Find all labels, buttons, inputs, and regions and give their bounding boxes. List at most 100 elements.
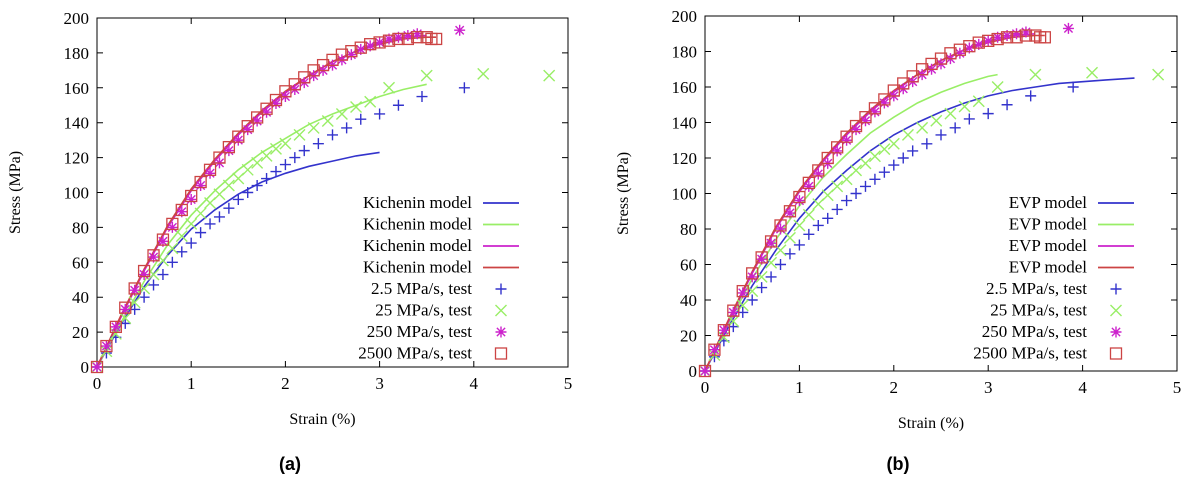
data-point-marker (374, 36, 386, 48)
data-point-marker (138, 269, 150, 281)
legend-label: Kichenin model (363, 215, 472, 234)
data-point-marker (746, 267, 759, 280)
data-point-marker (392, 32, 405, 46)
series-line (96, 151, 380, 368)
data-point-marker (429, 32, 443, 46)
data-point-marker (973, 38, 985, 50)
data-point-marker (812, 168, 824, 180)
legend-label: 2.5 MPa/s, test (986, 279, 1087, 298)
data-point-marker (392, 99, 404, 111)
legend-label: Kichenin model (363, 258, 472, 277)
data-point-marker (185, 193, 197, 205)
x-tick-label: 0 (93, 374, 102, 393)
data-point-marker (775, 223, 787, 235)
data-point-marker (355, 113, 367, 125)
legend-label: Kichenin model (363, 236, 472, 255)
data-point-marker (841, 195, 853, 207)
y-tick-label: 120 (672, 149, 698, 168)
data-point-marker (166, 217, 179, 231)
data-point-marker (411, 31, 424, 44)
data-point-marker (195, 227, 207, 239)
data-point-marker (850, 164, 863, 177)
x-tick-label: 0 (701, 378, 710, 397)
data-point-marker (812, 164, 825, 177)
data-point-marker (350, 101, 363, 113)
y-axis-label: Stress (MPa) (615, 152, 632, 235)
data-point-marker (878, 143, 891, 156)
data-point-marker (831, 180, 844, 193)
data-point-marker (821, 151, 834, 165)
data-point-marker (916, 121, 929, 134)
x-tick-label: 1 (795, 378, 804, 397)
data-point-marker (185, 237, 197, 249)
data-point-marker (803, 180, 815, 192)
legend-marker (495, 283, 507, 295)
data-point-marker (736, 284, 749, 298)
data-point-marker (279, 85, 292, 98)
data-point-marker (869, 173, 881, 185)
y-tick-label: 200 (64, 9, 90, 28)
data-point-marker (458, 82, 470, 94)
x-tick-label: 3 (375, 374, 384, 393)
data-point-marker (335, 107, 348, 120)
data-point-marker (100, 340, 112, 352)
legend-label: EVP model (1009, 193, 1088, 212)
data-point-marker (270, 166, 282, 178)
data-point-marker (793, 239, 805, 251)
data-point-marker (166, 256, 178, 268)
data-point-marker (1001, 30, 1013, 42)
data-point-marker (992, 31, 1004, 43)
legend-label: Kichenin model (363, 193, 472, 212)
data-point-marker (176, 246, 188, 258)
data-point-marker (298, 145, 310, 157)
data-point-marker (232, 134, 244, 146)
data-point-marker (793, 195, 805, 207)
data-point-marker (802, 176, 815, 190)
legend-label: EVP model (1009, 236, 1088, 255)
data-point-marker (420, 69, 433, 82)
y-axis-label: Stress (MPa) (7, 151, 24, 234)
data-point-marker (260, 149, 273, 162)
data-point-marker (416, 91, 428, 103)
data-point-marker (223, 145, 235, 157)
data-point-marker (401, 32, 415, 46)
x-tick-label: 1 (187, 374, 196, 393)
data-point-marker (1152, 68, 1165, 81)
data-point-marker (91, 361, 103, 373)
data-point-marker (147, 249, 160, 262)
data-point-marker (907, 145, 919, 157)
data-point-marker (746, 294, 758, 306)
data-point-marker (345, 49, 357, 61)
data-point-marker (411, 28, 423, 40)
data-point-marker (382, 34, 396, 47)
data-point-marker (185, 217, 198, 230)
data-point-marker (1029, 68, 1042, 81)
data-point-marker (831, 203, 843, 215)
data-point-marker (341, 122, 353, 134)
data-point-marker (901, 128, 914, 141)
data-point-marker (737, 287, 749, 299)
data-point-marker (261, 106, 273, 118)
data-point-marker (222, 179, 235, 192)
x-tick-label: 2 (281, 374, 290, 393)
data-point-marker (698, 364, 712, 378)
data-point-marker (868, 150, 881, 163)
data-point-marker (1029, 29, 1042, 42)
legend-marker (494, 347, 508, 360)
data-point-marker (148, 251, 160, 263)
y-tick-label: 140 (64, 114, 90, 133)
data-point-marker (364, 38, 377, 51)
chart-panel-b: 0 1 2 3 4 5 0 20 40 60 80 100 120 140 160 180 200 Strain … (615, 7, 1181, 474)
y-tick-label: 80 (72, 218, 89, 237)
data-point-marker (335, 48, 349, 61)
data-point-marker (954, 47, 966, 59)
legend-label: 25 MPa/s, test (990, 301, 1087, 320)
data-point-marker (802, 208, 815, 221)
data-point-marker (991, 32, 1004, 46)
data-point-marker (963, 113, 975, 125)
data-point-marker (764, 235, 778, 248)
data-point-marker (373, 36, 386, 49)
data-point-marker (241, 163, 254, 176)
data-point-marker (477, 67, 490, 80)
x-tick-label: 4 (1078, 378, 1087, 397)
